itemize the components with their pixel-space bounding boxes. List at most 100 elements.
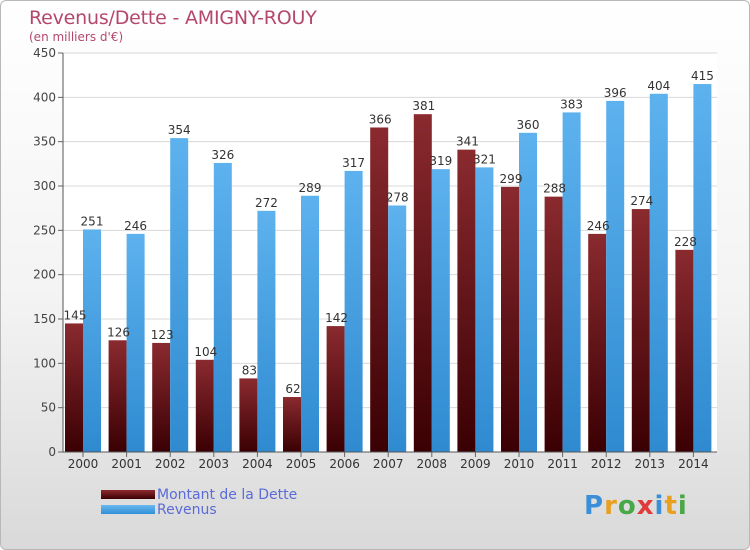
y-tick-label: 400 — [33, 90, 56, 104]
logo-letter: i — [654, 491, 665, 521]
legend-swatch-debt — [101, 490, 155, 499]
legend-label-revenue: Revenus — [157, 501, 217, 518]
bar-revenue — [126, 233, 145, 452]
data-label-revenue: 326 — [211, 148, 234, 162]
bar-debt — [239, 378, 258, 452]
data-label-revenue: 404 — [647, 79, 670, 93]
data-label-debt: 366 — [369, 112, 392, 126]
x-tick-label: 2011 — [547, 457, 578, 471]
data-label-revenue: 396 — [604, 86, 627, 100]
x-tick-label: 2012 — [591, 457, 622, 471]
y-tick-label: 0 — [48, 445, 56, 459]
data-label-debt: 62 — [285, 382, 300, 396]
bar-debt — [544, 196, 563, 452]
bar-revenue — [301, 195, 319, 452]
bar-revenue — [388, 205, 407, 452]
data-label-debt: 142 — [325, 311, 348, 325]
data-label-revenue: 272 — [255, 196, 278, 210]
y-tick-label: 50 — [41, 401, 56, 415]
data-label-revenue: 321 — [473, 152, 496, 166]
bar-revenue — [344, 170, 363, 452]
bar-debt — [370, 127, 389, 452]
bar-revenue — [170, 138, 189, 452]
legend: Montant de la Dette Revenus — [101, 486, 298, 518]
x-tick-label: 2014 — [678, 457, 709, 471]
y-tick-label: 300 — [33, 179, 56, 193]
data-label-debt: 104 — [194, 345, 217, 359]
bar-debt — [65, 323, 83, 452]
bar-revenue — [606, 100, 625, 452]
bar-revenue — [431, 169, 450, 453]
chart-subtitle: (en milliers d'€) — [29, 30, 124, 44]
data-label-revenue: 415 — [691, 69, 714, 83]
logo-letter: r — [604, 491, 618, 521]
bar-revenue — [475, 167, 494, 452]
data-label-revenue: 289 — [299, 181, 322, 195]
data-label-debt: 288 — [543, 182, 566, 196]
logo-letter: i — [677, 491, 688, 521]
x-tick-label: 2008 — [417, 457, 448, 471]
logo-letter: t — [664, 491, 678, 521]
legend-label-debt: Montant de la Dette — [157, 486, 298, 503]
legend-swatch-revenue — [101, 505, 155, 514]
data-label-revenue: 354 — [168, 123, 191, 137]
x-tick-label: 2003 — [199, 457, 230, 471]
x-tick-label: 2006 — [329, 457, 360, 471]
data-label-debt: 123 — [151, 328, 174, 342]
bar-revenue — [562, 112, 581, 452]
logo-letter: x — [636, 491, 655, 521]
data-label-debt: 274 — [630, 194, 653, 208]
x-tick-label: 2007 — [373, 457, 404, 471]
bar-debt — [195, 359, 214, 452]
x-tick-label: 2000 — [68, 457, 99, 471]
y-tick-label: 250 — [33, 223, 56, 237]
y-tick-label: 200 — [33, 268, 56, 282]
legend-item-debt: Montant de la Dette — [101, 486, 298, 503]
y-tick-label: 100 — [33, 356, 56, 370]
data-label-debt: 381 — [412, 99, 435, 113]
logo-letter: P — [584, 491, 605, 521]
data-label-revenue: 251 — [81, 214, 104, 228]
data-label-debt: 145 — [64, 308, 87, 322]
bar-debt — [631, 209, 650, 452]
bar-debt — [108, 340, 127, 452]
x-tick-label: 2013 — [635, 457, 666, 471]
data-label-revenue: 246 — [124, 219, 147, 233]
data-label-debt: 228 — [674, 235, 697, 249]
legend-item-revenue: Revenus — [101, 501, 297, 518]
x-tick-label: 2001 — [111, 457, 142, 471]
data-label-revenue: 319 — [429, 154, 452, 168]
x-tick-label: 2002 — [155, 457, 186, 471]
x-tick-label: 2010 — [504, 457, 535, 471]
x-tick-label: 2004 — [242, 457, 273, 471]
y-tick-label: 450 — [33, 46, 56, 60]
bar-debt — [152, 342, 171, 452]
bar-debt — [413, 114, 432, 453]
y-tick-label: 350 — [33, 135, 56, 149]
data-label-debt: 83 — [242, 363, 257, 377]
bar-revenue — [649, 93, 668, 452]
bar-revenue — [83, 229, 101, 452]
chart-title: Revenus/Dette - AMIGNY-ROUY — [29, 7, 317, 29]
bar-debt — [457, 149, 476, 452]
data-label-debt: 341 — [456, 135, 479, 149]
bar-debt — [501, 186, 519, 453]
bar-debt — [588, 233, 607, 452]
data-label-revenue: 383 — [560, 97, 583, 111]
data-label-revenue: 360 — [517, 118, 540, 132]
x-tick-label: 2005 — [286, 457, 317, 471]
data-label-debt: 246 — [587, 219, 610, 233]
bar-debt — [283, 397, 301, 452]
bar-debt — [326, 326, 345, 452]
y-tick-label: 150 — [33, 312, 56, 326]
data-label-revenue: 278 — [386, 191, 409, 205]
bar-revenue — [257, 210, 276, 452]
bar-revenue — [519, 132, 537, 453]
bar-revenue — [213, 162, 232, 453]
bar-revenue — [693, 84, 712, 453]
data-label-revenue: 317 — [342, 156, 365, 170]
x-tick-label: 2009 — [460, 457, 491, 471]
logo-letter: o — [617, 491, 637, 521]
